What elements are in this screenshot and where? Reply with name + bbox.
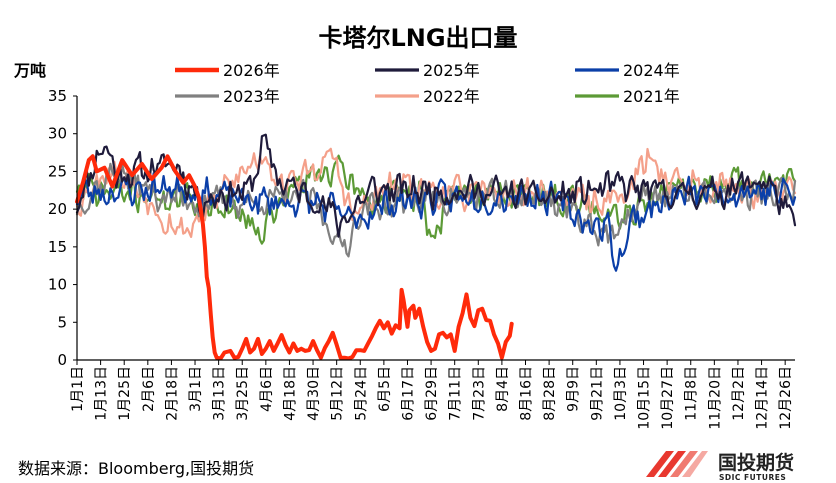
x-tick-label: 5月12日	[330, 366, 346, 421]
x-tick-label: 4月30日	[306, 366, 322, 421]
x-tick-label: 2月6日	[141, 366, 157, 412]
sdic-futures-logo: 国投期货 SDIC FUTURES	[646, 451, 794, 482]
legend-label: 2024年	[623, 61, 680, 80]
legend-label: 2025年	[423, 61, 480, 80]
logo-mark-icon	[646, 451, 708, 477]
y-tick-label: 35	[48, 87, 67, 105]
x-tick-label: 3月1日	[188, 366, 204, 412]
x-tick-label: 12月14日	[755, 366, 771, 430]
x-tick-label: 10月3日	[613, 366, 629, 421]
x-tick-label: 8月4日	[495, 366, 511, 412]
y-tick-label: 0	[57, 351, 67, 369]
chart-title: 卡塔尔LNG出口量	[318, 24, 517, 52]
x-tick-label: 4月6日	[259, 366, 275, 412]
x-tick-label: 7月11日	[448, 366, 464, 421]
x-tick-label: 12月26日	[778, 366, 794, 430]
logo-text-en: SDIC FUTURES	[719, 473, 786, 482]
legend-label: 2021年	[623, 87, 680, 106]
x-tick-label: 11月20日	[707, 366, 723, 430]
x-tick-label: 5月24日	[353, 366, 369, 421]
x-tick-label: 2月18日	[164, 366, 180, 421]
y-axis-unit-label: 万吨	[13, 61, 46, 80]
series-line-2021年	[75, 154, 797, 245]
legend: 2026年 2025年 2024年 2023年 2022年 2021年	[175, 61, 680, 106]
x-tick-label: 9月21日	[589, 366, 605, 421]
x-tick-label: 1月13日	[94, 366, 110, 421]
x-tick-label: 9月9日	[566, 366, 582, 412]
x-tick-label: 1月25日	[117, 366, 133, 421]
y-tick-label: 15	[48, 238, 67, 256]
x-tick-label: 8月16日	[519, 366, 535, 421]
x-tick-label: 6月5日	[377, 366, 393, 412]
source-note: 数据来源：Bloomberg,国投期货	[18, 459, 254, 478]
x-tick-label: 6月17日	[400, 366, 416, 421]
axes	[76, 96, 795, 361]
x-tick-label: 6月29日	[424, 366, 440, 421]
x-tick-label: 8月28日	[542, 366, 558, 421]
y-tick-label: 5	[57, 313, 67, 331]
logo-text-cn: 国投期货	[718, 451, 794, 474]
x-tick-label: 4月18日	[282, 366, 298, 421]
x-tick-label: 3月25日	[235, 366, 251, 421]
series-line-2026年	[75, 154, 514, 361]
y-axis-ticks: 0 5 10 15 20 25 30 35	[48, 87, 77, 369]
y-tick-label: 10	[48, 276, 67, 294]
x-tick-label: 10月15日	[637, 366, 653, 430]
legend-label: 2023年	[223, 87, 280, 106]
x-tick-label: 7月23日	[471, 366, 487, 421]
legend-label: 2026年	[223, 61, 280, 80]
y-tick-label: 30	[48, 125, 67, 143]
x-axis-ticks: 1月1日 1月13日 1月25日 2月6日 2月18日 3月1日 3月13日 3月25日 4月6…	[70, 360, 794, 430]
x-tick-label: 1月1日	[70, 366, 86, 412]
legend-label: 2022年	[423, 87, 480, 106]
x-tick-label: 11月8日	[684, 366, 700, 421]
series-layer	[75, 133, 797, 361]
x-tick-label: 10月27日	[660, 366, 676, 430]
x-tick-label: 3月13日	[212, 366, 228, 421]
x-tick-label: 12月2日	[731, 366, 747, 421]
y-tick-label: 25	[48, 162, 67, 180]
y-tick-label: 20	[48, 200, 67, 218]
